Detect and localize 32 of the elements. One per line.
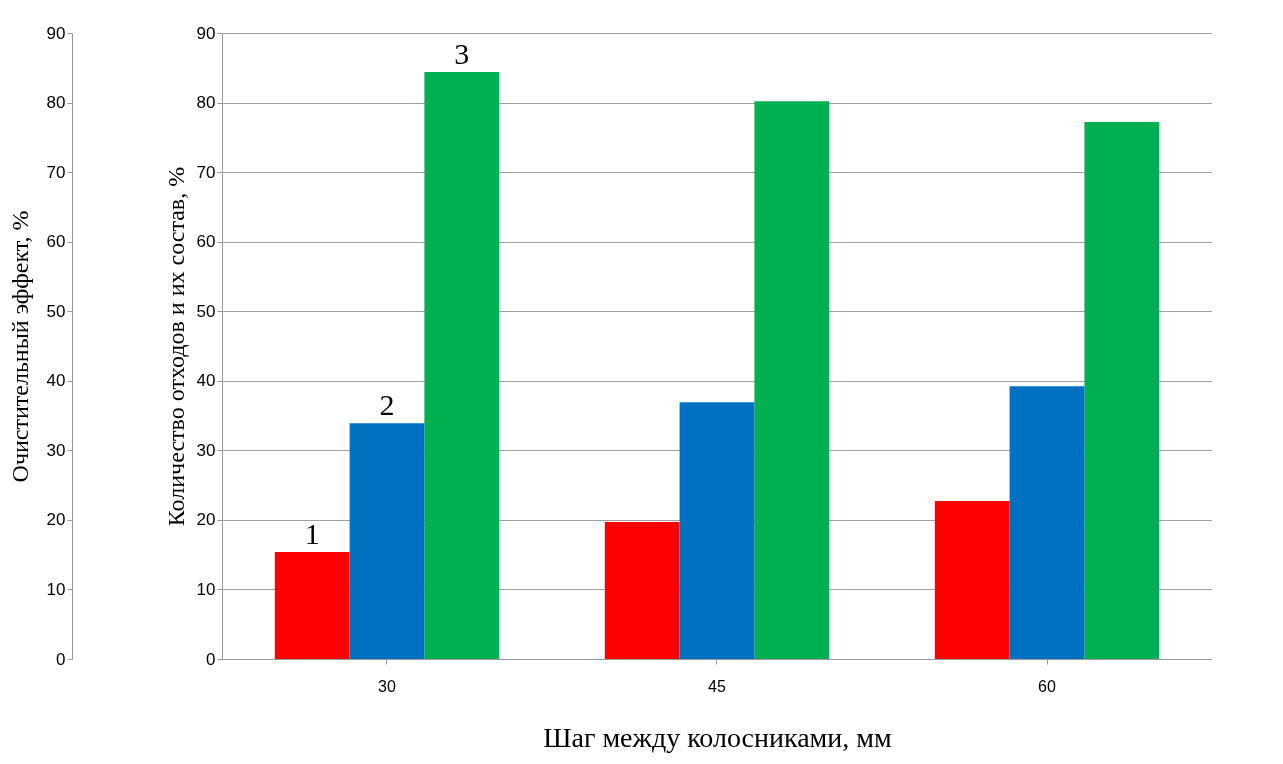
y2-axis-title: Количество отходов и их состав, % xyxy=(162,166,189,527)
series-label: 2 xyxy=(379,388,395,422)
y2-tick-label: 30 xyxy=(196,440,216,460)
bar xyxy=(604,521,680,659)
y-tick-label: 20 xyxy=(46,510,66,530)
x-tick-label: 45 xyxy=(708,677,726,695)
y-tick-label: 10 xyxy=(46,579,66,599)
y-tick-label: 0 xyxy=(56,649,66,669)
bar xyxy=(274,551,350,659)
y2-tick-label: 70 xyxy=(196,162,216,182)
y2-tick-label: 10 xyxy=(196,579,216,599)
y2-tick-label: 60 xyxy=(196,232,216,252)
y2-tick-label: 80 xyxy=(196,93,216,113)
bar xyxy=(934,501,1010,659)
y-axis-title: Очистительный эффект, % xyxy=(6,210,33,483)
y-tick-label: 40 xyxy=(46,371,66,391)
series-label: 3 xyxy=(454,36,470,70)
y2-tick-label: 0 xyxy=(206,649,216,669)
y-tick-label: 60 xyxy=(46,232,66,252)
y-tick-label: 30 xyxy=(46,440,66,460)
x-axis-title: Шаг между колосниками, мм xyxy=(543,721,893,753)
y-tick-label: 70 xyxy=(46,162,66,182)
y2-tick-label: 40 xyxy=(196,371,216,391)
y2-tick-label: 20 xyxy=(196,510,216,530)
y-tick-label: 50 xyxy=(46,301,66,321)
y-tick-label: 90 xyxy=(46,23,66,43)
x-tick-label: 30 xyxy=(378,677,396,695)
series-label: 1 xyxy=(304,516,320,550)
y2-tick-label: 90 xyxy=(196,23,216,43)
x-tick-label: 60 xyxy=(1038,677,1056,695)
y-tick-label: 80 xyxy=(46,93,66,113)
y2-tick-label: 50 xyxy=(196,301,216,321)
